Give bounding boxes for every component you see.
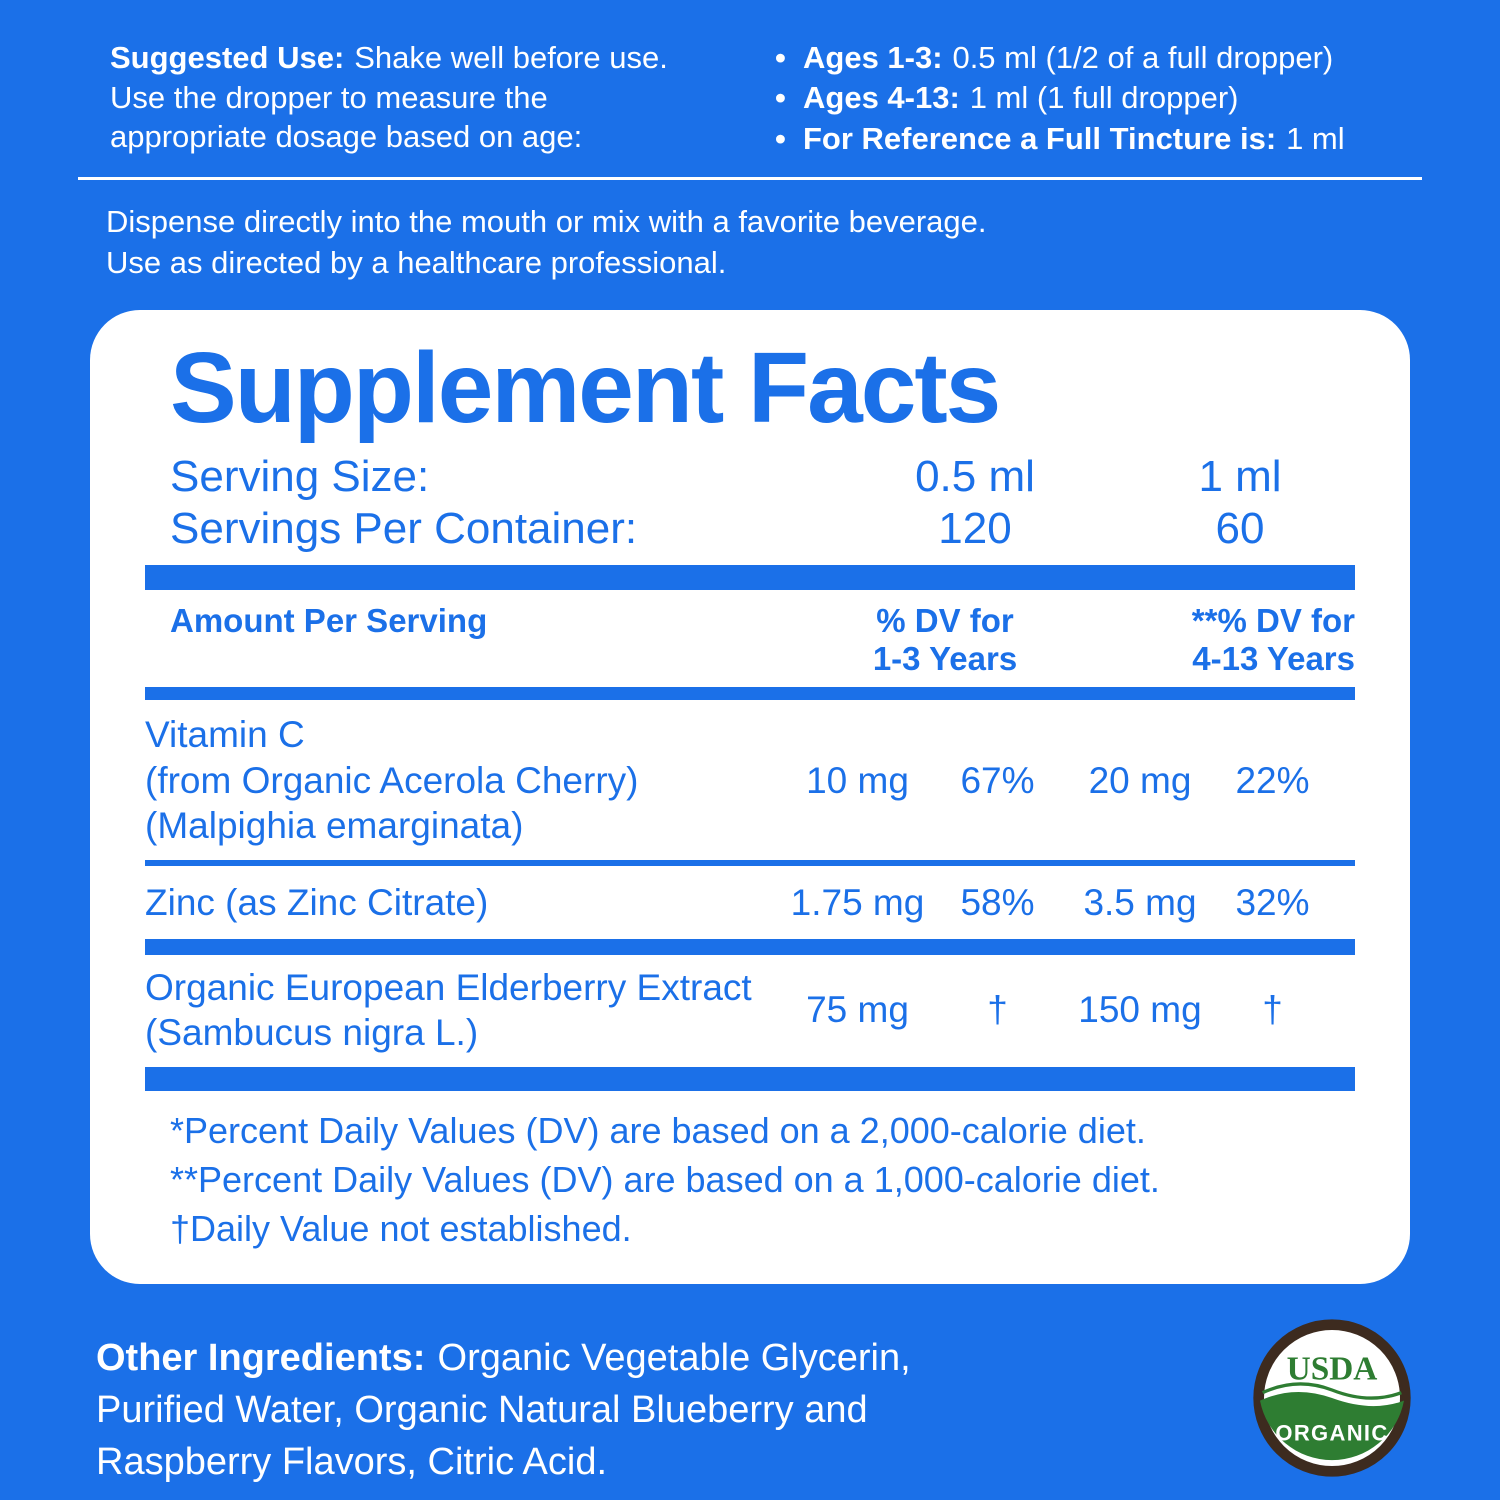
supplement-facts-panel: Supplement Facts Serving Size: 0.5 ml 1 … <box>90 309 1410 1284</box>
nutrient-amount-4-13: 150 mg <box>1078 989 1202 1031</box>
serving-size-label: Serving Size: <box>170 451 430 501</box>
nutrient-name-line: Vitamin C <box>145 714 305 756</box>
nutrient-name-line: (from Organic Acerola Cherry) <box>145 759 639 801</box>
dv-header-line: % DV for <box>876 601 1014 639</box>
nutrient-dv-4-13: 32% <box>1235 881 1310 923</box>
dosage-label: Ages 4-13: <box>803 80 960 116</box>
dispense-line-1: Dispense directly into the mouth or mix … <box>106 203 987 239</box>
dv-header-line: 1-3 Years <box>872 640 1018 678</box>
nutrient-row-vitamin-c: Vitamin C (from Organic Acerola Cherry) … <box>145 700 1355 859</box>
other-ingredients-label: Other Ingredients: <box>96 1337 426 1379</box>
footnotes: *Percent Daily Values (DV) are based on … <box>145 1107 1355 1254</box>
suggested-use-section: Suggested Use: Shake well before use. Use… <box>0 0 1500 159</box>
nutrient-name-line: Zinc (as Zinc Citrate) <box>145 881 489 923</box>
nutrient-dv-1-3: 58% <box>960 881 1035 923</box>
suggested-use-body: Shake well before use. Use the dropper t… <box>110 40 668 155</box>
seal-usda-text: USDA <box>1287 1350 1378 1387</box>
nutrient-row-zinc: Zinc (as Zinc Citrate) 1.75 mg 58% 3.5 m… <box>145 866 1355 939</box>
supplement-facts-title: Supplement Facts <box>170 331 1001 444</box>
nutrient-name-line: Organic European Elderberry Extract <box>145 966 752 1008</box>
serving-size-row: Serving Size: 0.5 ml 1 ml <box>145 451 1355 503</box>
divider-bar-medium <box>145 938 1355 955</box>
dosage-label: For Reference a Full Tincture is: <box>803 120 1277 156</box>
seal-bottom-half <box>1260 1391 1404 1461</box>
dosage-value: 1 ml (1 full dropper) <box>969 80 1239 116</box>
usda-organic-seal-icon: USDA ORGANIC <box>1253 1319 1411 1477</box>
nutrient-dv-4-13: † <box>1262 989 1283 1031</box>
nutrient-name-line: (Sambucus nigra L.) <box>145 1012 479 1054</box>
divider-bar-medium <box>145 687 1355 701</box>
nutrient-name: Vitamin C (from Organic Acerola Cherry) … <box>145 712 785 847</box>
seal-wave-line <box>1261 1382 1402 1400</box>
nutrient-name: Organic European Elderberry Extract (Sam… <box>145 965 785 1055</box>
dv-header-1-3-years: % DV for 1-3 Years <box>785 602 1105 680</box>
divider-bar-thick <box>145 564 1355 590</box>
servings-per-container-label: Servings Per Container: <box>170 503 638 553</box>
divider-bar-thick <box>145 1067 1355 1092</box>
other-ingredients-body: Organic Vegetable Glycerin, Purified Wat… <box>96 1337 911 1484</box>
dosage-list: Ages 1-3:0.5 ml (1/2 of a full dropper) … <box>775 38 1420 159</box>
nutrient-amount-1-3: 10 mg <box>806 759 909 801</box>
dosage-label: Ages 1-3: <box>803 40 943 75</box>
suggested-use-paragraph: Suggested Use: Shake well before use. Use… <box>110 38 710 159</box>
serving-size-col2: 1 ml <box>1198 451 1282 501</box>
suggested-use-label: Suggested Use: <box>110 40 345 75</box>
dosage-value: 0.5 ml (1/2 of a full dropper) <box>952 40 1334 75</box>
dosage-item-ages-1-3: Ages 1-3: 0.5 ml (1/2 of a full dropper) <box>775 38 1420 79</box>
dispense-line-2: Use as directed by a healthcare professi… <box>106 244 727 280</box>
footnote-dv-1000: **Percent Daily Values (DV) are based on… <box>170 1159 1160 1201</box>
servings-per-container-col2: 60 <box>1215 503 1265 553</box>
table-header-row: Amount Per Serving % DV for 1-3 Years **… <box>145 602 1355 680</box>
nutrient-amount-1-3: 1.75 mg <box>790 881 925 923</box>
dosage-item-full-tincture: For Reference a Full Tincture is:1 ml <box>775 119 1420 160</box>
nutrient-row-elderberry: Organic European Elderberry Extract (Sam… <box>145 955 1355 1067</box>
dispense-instructions: Dispense directly into the mouth or mix … <box>0 180 1500 284</box>
usda-organic-seal: USDA ORGANIC <box>1252 1318 1412 1483</box>
serving-size-col1: 0.5 ml <box>915 451 1035 501</box>
dv-header-line: **% DV for <box>1191 601 1355 639</box>
seal-organic-text: ORGANIC <box>1275 1421 1388 1446</box>
dosage-value: 1 ml <box>1286 120 1345 156</box>
nutrient-name-line: (Malpighia emarginata) <box>145 804 524 846</box>
divider-line <box>78 176 1422 180</box>
dv-header-4-13-years: **% DV for 4-13 Years <box>1105 602 1355 680</box>
nutrient-amount-4-13: 3.5 mg <box>1083 881 1197 923</box>
nutrient-amount-1-3: 75 mg <box>806 989 909 1031</box>
divider-bar-thin <box>145 859 1355 866</box>
servings-per-container-row: Servings Per Container: 120 60 <box>145 503 1355 555</box>
nutrient-dv-1-3: † <box>987 989 1008 1031</box>
nutrient-dv-1-3: 67% <box>960 759 1035 801</box>
nutrient-name: Zinc (as Zinc Citrate) <box>145 880 785 925</box>
servings-per-container-col1: 120 <box>938 503 1012 553</box>
other-ingredients-section: Other Ingredients: Organic Vegetable Glyc… <box>0 1284 1500 1488</box>
other-ingredients-paragraph: Other Ingredients: Organic Vegetable Glyc… <box>96 1332 1026 1488</box>
footnote-dagger: †Daily Value not established. <box>170 1208 632 1250</box>
footnote-dv-2000: *Percent Daily Values (DV) are based on … <box>170 1110 1146 1152</box>
nutrient-amount-4-13: 20 mg <box>1088 759 1192 801</box>
dosage-item-ages-4-13: Ages 4-13:1 ml (1 full dropper) <box>775 78 1420 119</box>
dv-header-line: 4-13 Years <box>1192 640 1355 678</box>
nutrient-dv-4-13: 22% <box>1235 759 1310 801</box>
amount-per-serving-header: Amount Per Serving <box>170 601 488 639</box>
